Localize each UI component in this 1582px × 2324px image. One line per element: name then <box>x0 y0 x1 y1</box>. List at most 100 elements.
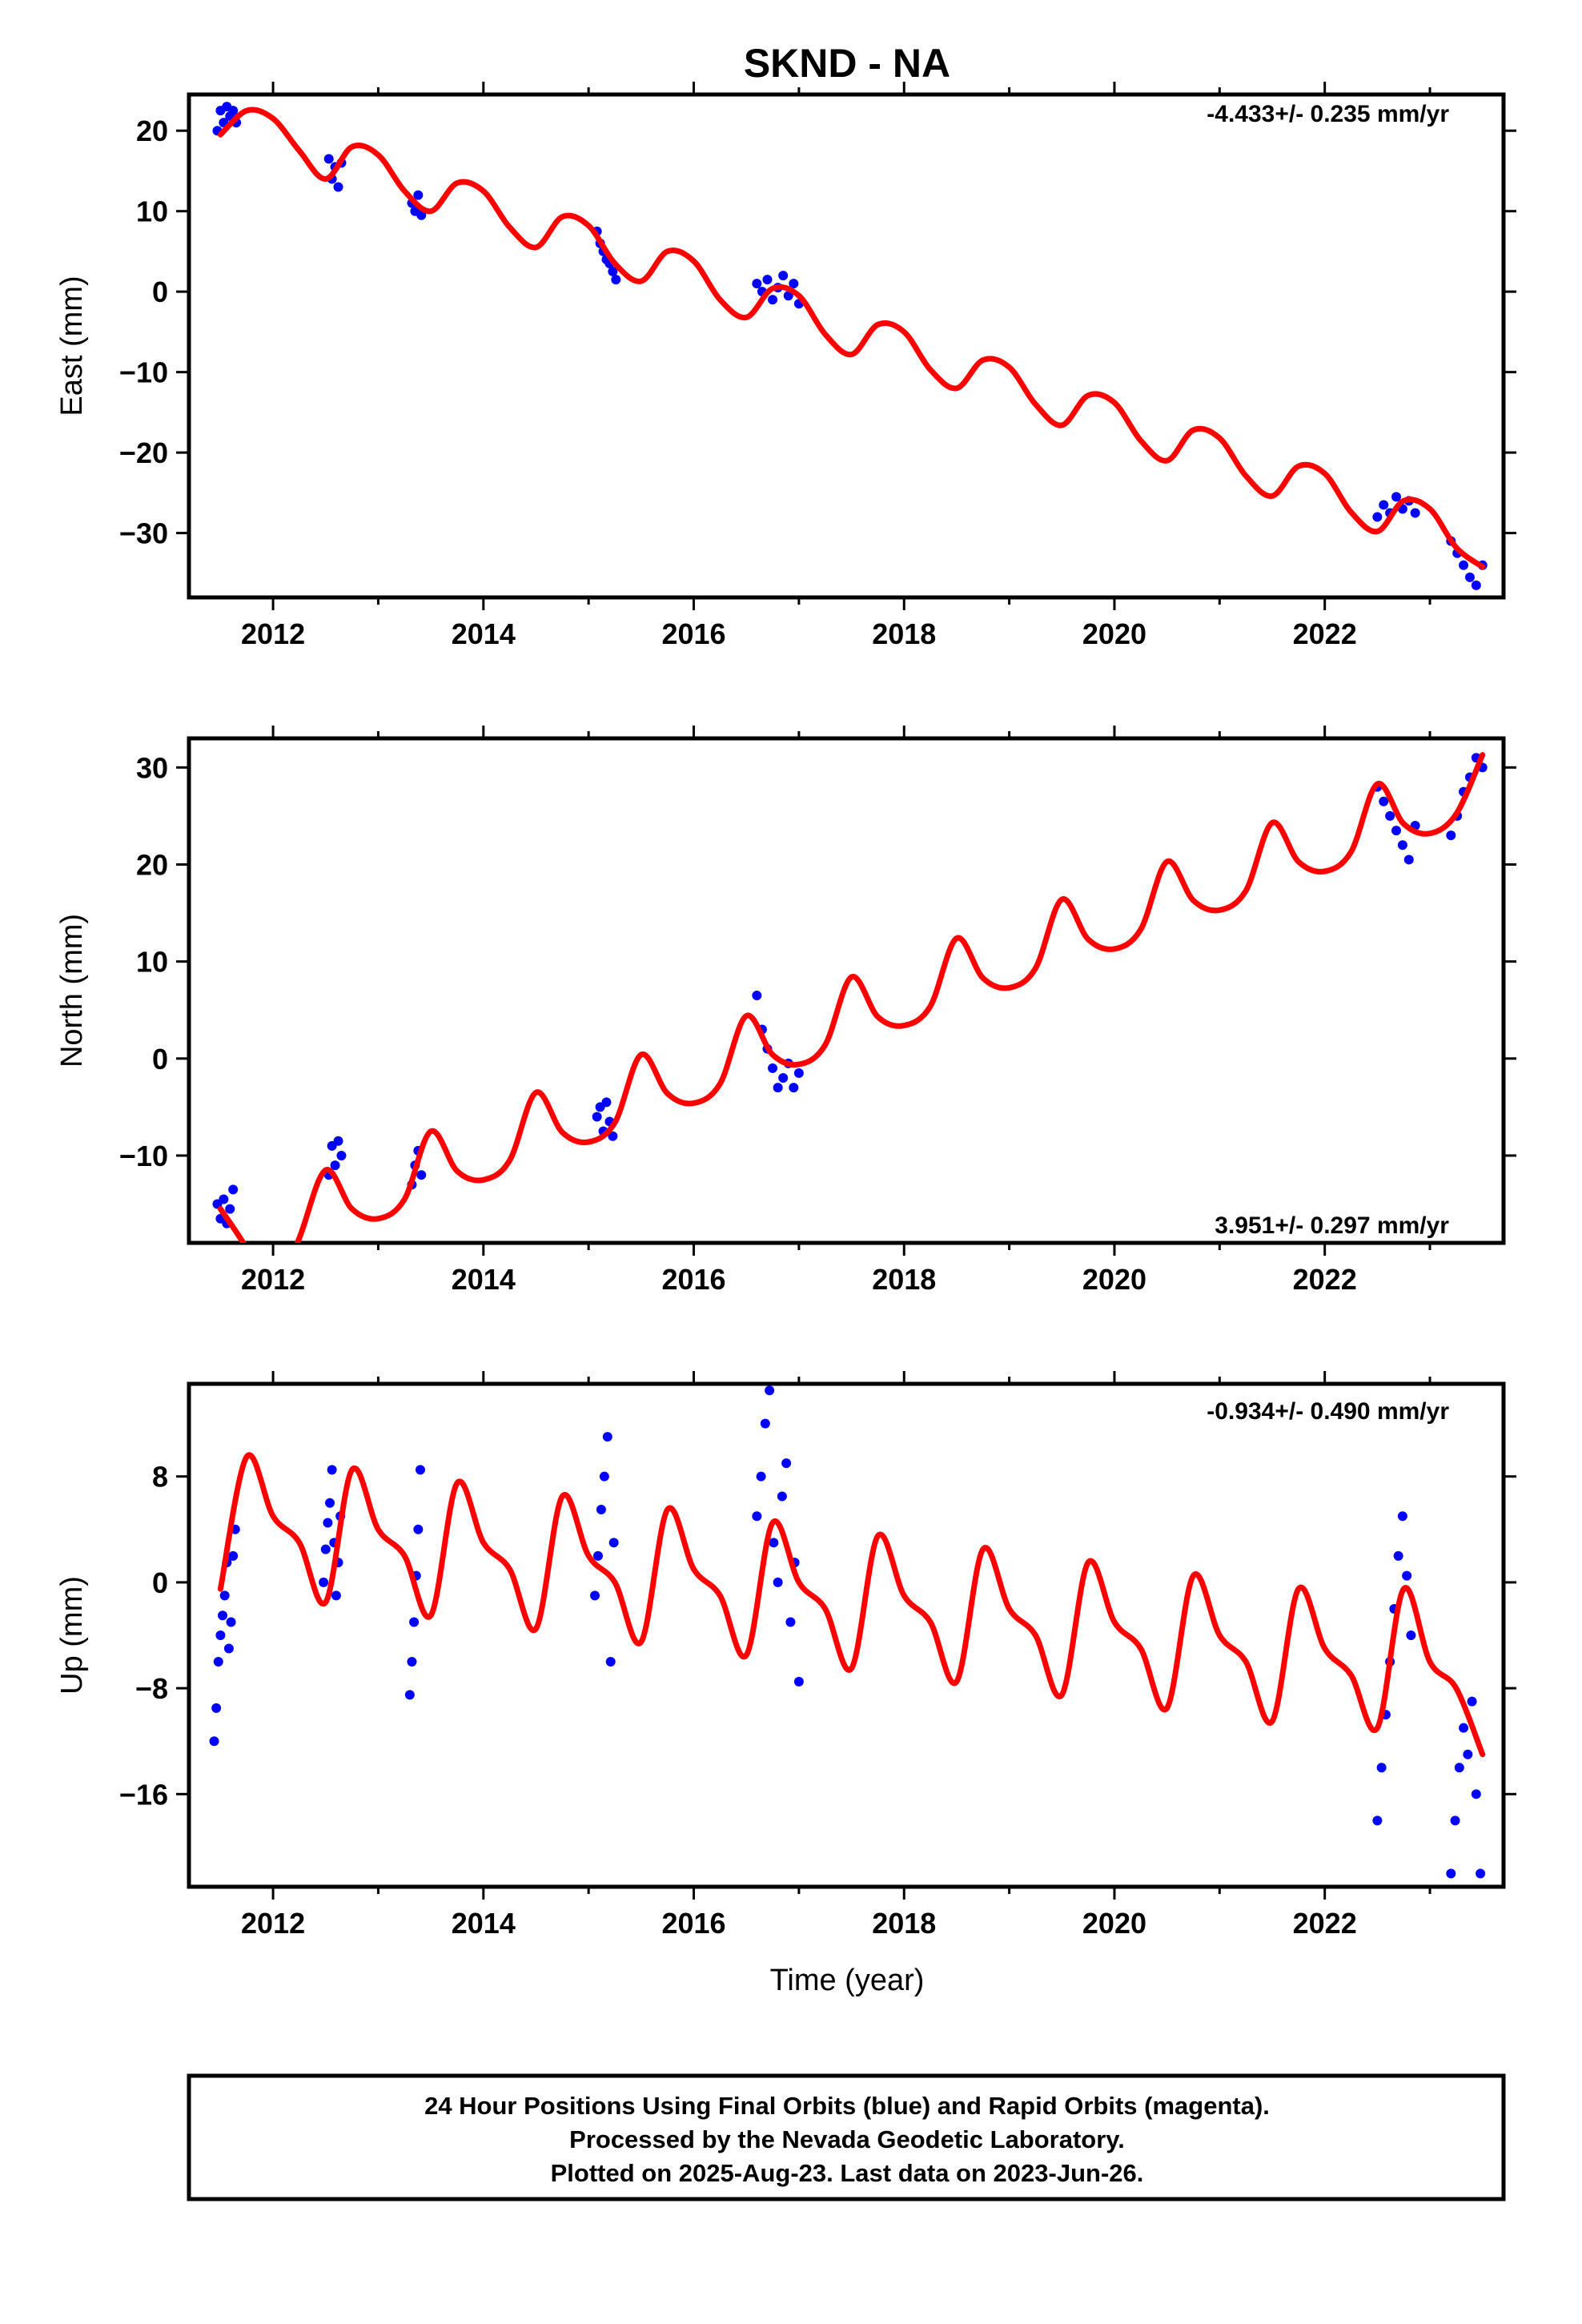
north-plot-frame <box>187 736 1506 1245</box>
east-data-point <box>783 291 793 301</box>
up-data-point <box>605 1657 616 1667</box>
up-data-point <box>228 1550 239 1561</box>
north-data-point <box>219 1194 229 1204</box>
up-data-point <box>1463 1749 1473 1759</box>
north-rate-label: 3.951+/- 0.297 mm/yr <box>1215 1212 1449 1239</box>
chart-title: SKND - NA <box>744 41 950 86</box>
east-x-tick-label: 2022 <box>1293 617 1357 650</box>
north-data-point <box>1391 826 1402 836</box>
east-data-point <box>1459 560 1469 570</box>
up-data-marks <box>209 1385 1486 1879</box>
north-data-point <box>416 1170 427 1180</box>
up-data-point <box>404 1690 415 1700</box>
north-data-point <box>333 1136 343 1146</box>
up-data-point <box>1450 1815 1460 1826</box>
up-data-point <box>793 1676 804 1687</box>
east-rate-label: -4.433+/- 0.235 mm/yr <box>1207 101 1449 127</box>
east-x-tick-label: 2014 <box>452 617 516 650</box>
north-data-point <box>793 1068 804 1078</box>
up-data-point <box>215 1630 226 1640</box>
north-data-point <box>1379 796 1389 806</box>
up-data-point <box>223 1643 234 1654</box>
up-data-point <box>602 1432 612 1442</box>
north-data-point <box>752 991 762 1001</box>
up-x-tick-label: 2022 <box>1293 1907 1357 1940</box>
north-data-marks <box>212 752 1488 1243</box>
up-data-point <box>752 1511 762 1522</box>
footer-box: 24 Hour Positions Using Final Orbits (bl… <box>187 2073 1506 2201</box>
footer-line-1: 24 Hour Positions Using Final Orbits (bl… <box>424 2092 1270 2120</box>
up-rate-label: -0.934+/- 0.490 mm/yr <box>1207 1398 1449 1425</box>
up-data-point <box>596 1505 606 1514</box>
east-model-line <box>217 107 1486 570</box>
north-data-point <box>789 1083 799 1093</box>
footer-frame <box>187 2073 1506 2201</box>
up-data-point <box>219 1590 230 1601</box>
up-y-axis-label: Up (mm) <box>55 1576 89 1695</box>
up-y-tick-label: −8 <box>135 1672 168 1705</box>
east-x-tick-label: 2012 <box>241 617 305 650</box>
north-x-tick-label: 2014 <box>452 1263 516 1296</box>
north-x-tick-label: 2022 <box>1293 1263 1357 1296</box>
north-data-point <box>608 1131 618 1141</box>
up-data-point <box>209 1736 219 1747</box>
north-data-point <box>778 1073 789 1084</box>
north-data-point <box>601 1097 612 1108</box>
up-data-point <box>599 1471 609 1482</box>
north-panel: 2012 2014 2016 2018 2020 2022 −10 0 10 20 30 North… <box>55 726 1516 1296</box>
up-data-point <box>773 1577 783 1587</box>
up-data-point <box>765 1385 775 1396</box>
up-data-point <box>213 1657 223 1667</box>
east-y-tick-label: 20 <box>136 115 168 147</box>
up-data-point <box>1476 1868 1486 1879</box>
up-data-point <box>777 1491 787 1502</box>
north-data-point <box>330 1160 340 1171</box>
east-data-point <box>608 267 618 277</box>
up-data-point <box>331 1590 341 1601</box>
up-y-tick-label: 0 <box>152 1566 168 1599</box>
up-y-tick-label: −16 <box>119 1778 168 1811</box>
east-data-point <box>413 190 424 200</box>
up-data-point <box>407 1657 417 1667</box>
up-plot-frame <box>187 1381 1506 1889</box>
north-data-point <box>1403 854 1414 865</box>
east-plot-frame <box>187 92 1506 600</box>
north-data-point <box>336 1150 347 1160</box>
up-data-point <box>218 1610 228 1621</box>
up-data-point <box>327 1465 337 1475</box>
east-y-tick-label: 0 <box>152 275 168 308</box>
north-y-tick-label: 30 <box>136 751 168 784</box>
up-data-point <box>1467 1696 1477 1707</box>
east-data-point <box>1471 580 1481 590</box>
north-y-tick-label: 20 <box>136 849 168 882</box>
up-data-point <box>1471 1789 1481 1799</box>
up-ticks: 2012 2014 2016 2018 2020 2022 −16 −8 0 8 <box>119 1371 1516 1940</box>
up-x-tick-label: 2014 <box>452 1907 516 1940</box>
up-data-point <box>785 1617 796 1627</box>
up-data-point <box>608 1538 619 1548</box>
north-y-tick-label: −10 <box>119 1140 168 1172</box>
north-data-point <box>1385 810 1395 821</box>
east-y-tick-label: −30 <box>119 517 168 550</box>
east-x-tick-label: 2020 <box>1082 617 1146 650</box>
east-data-point <box>611 275 621 285</box>
up-data-point <box>319 1577 329 1587</box>
up-x-tick-label: 2012 <box>241 1907 305 1940</box>
up-data-point <box>1446 1868 1456 1879</box>
north-data-point <box>225 1204 235 1214</box>
up-data-point <box>325 1498 335 1508</box>
footer-line-2: Processed by the Nevada Geodetic Laborat… <box>569 2125 1125 2153</box>
up-data-point <box>1459 1723 1469 1733</box>
east-data-point <box>768 295 778 305</box>
east-data-point <box>789 279 799 289</box>
up-data-point <box>760 1418 770 1429</box>
up-data-point <box>1454 1763 1464 1773</box>
east-data-point <box>323 154 334 164</box>
north-data-point <box>1446 830 1456 841</box>
north-model-line <box>217 752 1486 1243</box>
north-x-tick-label: 2020 <box>1082 1263 1146 1296</box>
east-data-point <box>1372 512 1383 522</box>
east-y-tick-label: −20 <box>119 436 168 469</box>
east-data-point <box>1391 492 1402 502</box>
east-data-point <box>333 182 343 192</box>
